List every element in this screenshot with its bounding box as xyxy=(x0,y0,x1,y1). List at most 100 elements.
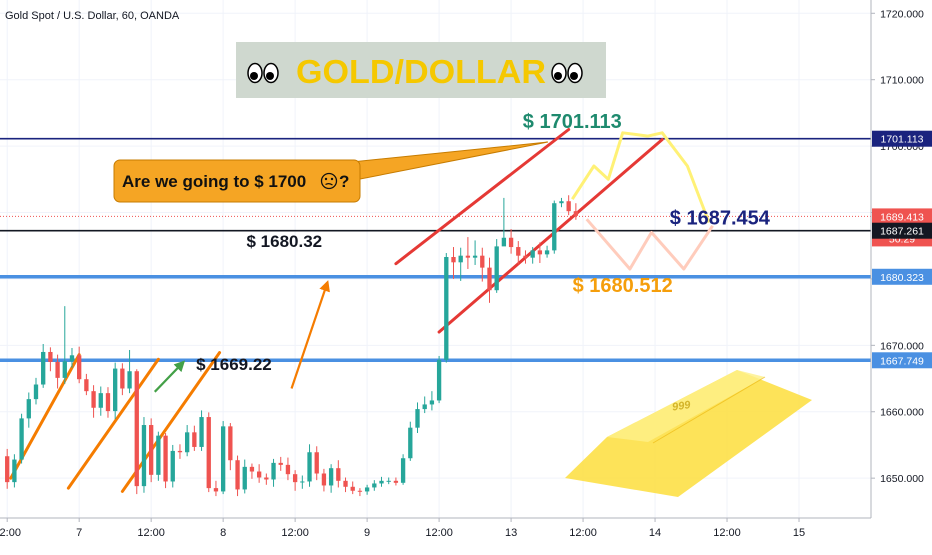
projection-paths-layer xyxy=(571,131,714,271)
time-tick-label: 12:00 xyxy=(137,527,165,539)
candle-body xyxy=(206,417,211,489)
candle xyxy=(206,412,211,493)
candle-body xyxy=(55,361,60,378)
candle xyxy=(69,347,75,368)
candle xyxy=(444,253,449,363)
candle xyxy=(422,396,427,414)
candle-body xyxy=(415,409,420,428)
title-banner: GOLD/DOLLAR xyxy=(236,42,606,98)
eyes-emoji-icon xyxy=(247,62,279,84)
candle xyxy=(141,417,147,493)
candle-body xyxy=(408,427,413,459)
time-tick-label: 15 xyxy=(793,527,805,539)
price-badge-label: 1680.323 xyxy=(880,272,924,284)
candle xyxy=(199,410,204,451)
price-annotation: $ 1687.454 xyxy=(670,207,771,229)
price-badge-box xyxy=(872,222,932,239)
candle xyxy=(566,195,571,216)
candle xyxy=(321,468,327,492)
price-axis[interactable]: 1650.0001660.0001670.0001680.0001690.000… xyxy=(870,0,932,530)
candle-body xyxy=(343,480,348,487)
price-annotation: $ 1680.32 xyxy=(247,232,323,251)
candle xyxy=(537,242,543,263)
candle-body xyxy=(177,450,183,453)
candle xyxy=(26,392,31,428)
price-badge-box xyxy=(872,130,932,147)
callout-box xyxy=(113,159,361,203)
candle-body xyxy=(400,458,406,483)
time-tick-label: 7 xyxy=(76,527,82,539)
candle xyxy=(170,444,175,488)
candle-body xyxy=(77,355,82,380)
candle-body xyxy=(62,361,67,378)
candle xyxy=(292,470,298,491)
candle xyxy=(300,475,305,489)
candle xyxy=(364,484,370,495)
candle-body xyxy=(84,379,89,392)
price-axis-panel xyxy=(871,0,932,530)
candle-body xyxy=(256,471,262,478)
time-tick-label: 12:00 xyxy=(425,527,453,539)
candle xyxy=(285,457,291,481)
candle xyxy=(48,347,53,372)
candle xyxy=(307,444,312,487)
candle xyxy=(516,241,521,265)
candle-body xyxy=(458,255,463,263)
candle-body xyxy=(386,480,391,482)
candle xyxy=(530,247,535,264)
callout-trailing: ? xyxy=(339,172,349,191)
price-badge: 1687.261 xyxy=(872,222,932,239)
arrow-orange xyxy=(290,280,330,389)
candle xyxy=(400,454,406,485)
candle-body xyxy=(472,255,478,258)
candle-body xyxy=(264,477,269,480)
candle xyxy=(149,418,154,483)
gold-bar-drawing: 999 xyxy=(565,370,812,497)
candle-body xyxy=(278,462,283,465)
candle-body xyxy=(220,426,226,492)
candle-body xyxy=(501,237,507,247)
candle xyxy=(336,460,341,488)
callout-pointer xyxy=(331,141,549,183)
candle-body xyxy=(451,257,456,263)
candle xyxy=(480,247,485,282)
candle xyxy=(113,362,118,420)
candle xyxy=(220,421,226,495)
price-annotation: $ 1680.512 xyxy=(573,275,673,297)
candle-body xyxy=(141,425,147,487)
candle-body xyxy=(487,267,492,291)
candle-body xyxy=(544,250,550,255)
candle xyxy=(256,464,262,483)
candle-body xyxy=(350,486,355,491)
time-axis[interactable]: 12:00 7 12:00 8 12:00 9 12:00 13 12:00 14 12:00 15 xyxy=(0,517,932,550)
title-banner-box xyxy=(236,42,606,98)
candle xyxy=(235,455,240,497)
arrow-green xyxy=(153,360,186,393)
candle-body xyxy=(321,473,327,486)
price-badge-box xyxy=(872,208,932,225)
candle xyxy=(415,402,420,433)
candle xyxy=(544,245,550,258)
candle xyxy=(494,239,499,293)
candle-body xyxy=(127,371,132,389)
candle xyxy=(33,377,39,405)
price-tick-label: 1660.000 xyxy=(880,407,924,419)
candle xyxy=(5,448,10,489)
candle xyxy=(436,355,442,404)
candle xyxy=(314,446,319,481)
candle-body xyxy=(573,211,579,216)
candle-body xyxy=(336,468,341,481)
candle xyxy=(62,306,67,384)
candle xyxy=(12,454,17,488)
candle-body xyxy=(156,435,161,475)
price-levels-layer xyxy=(0,137,871,363)
candle xyxy=(19,413,24,464)
price-badge: 1701.113 xyxy=(872,130,932,147)
candle xyxy=(192,425,197,451)
candle xyxy=(134,369,139,495)
candle-body xyxy=(314,452,319,474)
candle-body xyxy=(379,480,384,484)
price-badge-label: 1687.261 xyxy=(880,226,924,238)
